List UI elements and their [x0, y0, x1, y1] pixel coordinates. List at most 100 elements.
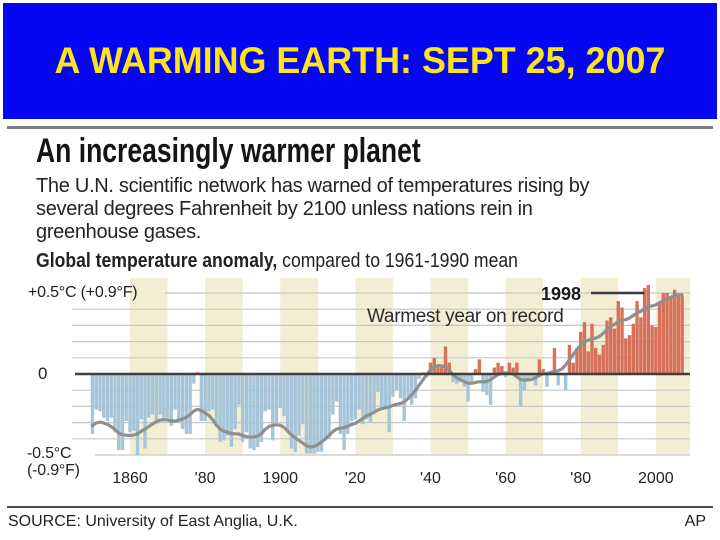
anomaly-bar	[511, 367, 515, 374]
anomaly-bar	[132, 374, 136, 431]
anomaly-bar	[229, 374, 234, 447]
anomaly-bar	[297, 374, 301, 436]
anomaly-bar	[304, 374, 309, 454]
anomaly-bar	[256, 374, 260, 447]
anomaly-bar	[579, 331, 583, 374]
anomaly-bar	[105, 374, 110, 421]
anomaly-bar	[120, 374, 125, 451]
anomaly-bar	[222, 374, 226, 441]
anomaly-bar	[387, 374, 391, 433]
anomaly-bar	[210, 374, 215, 410]
anomaly-bar	[657, 302, 662, 374]
anomaly-bar	[601, 344, 605, 374]
anomaly-bar	[500, 365, 504, 374]
anomaly-bar	[128, 374, 132, 433]
anomaly-bar	[394, 374, 399, 391]
anomaly-bar	[646, 284, 651, 374]
anomaly-bar	[214, 374, 219, 423]
anomaly-bar	[669, 296, 673, 374]
anomaly-bar	[323, 374, 328, 441]
anomaly-bar	[259, 374, 264, 443]
anomaly-bar	[117, 374, 121, 451]
anomaly-bar	[440, 367, 444, 374]
anomaly-bar	[477, 359, 482, 374]
anomaly-bar	[218, 374, 222, 443]
slide-title: A WARMING EARTH: SEPT 25, 2007	[54, 40, 666, 81]
anomaly-bar	[533, 374, 538, 386]
anomaly-bar	[286, 374, 290, 433]
annotation-1998: 1998	[541, 284, 582, 304]
anomaly-bar	[143, 374, 147, 449]
x-tick-label: 1900	[262, 470, 299, 487]
anomaly-bar	[184, 374, 189, 434]
anomaly-bar	[379, 374, 384, 409]
anomaly-bar	[342, 374, 346, 451]
anomaly-bar	[413, 374, 418, 399]
anomaly-bar	[609, 317, 613, 374]
anomaly-bar	[676, 294, 681, 374]
anomaly-bar	[515, 362, 519, 374]
graphic-body-text: The U.N. scientific network has warned o…	[36, 175, 590, 244]
anomaly-bar	[383, 374, 388, 407]
anomaly-bar	[642, 288, 647, 374]
y-axis-label-bottom-celsius: -0.5°C	[27, 445, 72, 462]
anomaly-bar	[571, 362, 575, 374]
anomaly-bar	[203, 374, 207, 421]
body-line-1: The U.N. scientific network has warned o…	[36, 175, 590, 197]
anomaly-bar	[594, 348, 598, 374]
anomaly-bar	[537, 359, 542, 374]
anomaly-bar	[349, 374, 354, 421]
decade-band	[355, 278, 393, 455]
anomaly-bar	[639, 317, 643, 374]
x-tick-label: '40	[420, 470, 441, 487]
anomaly-bar	[102, 374, 106, 418]
anomaly-bar	[372, 374, 376, 412]
anomaly-bar	[503, 374, 508, 378]
anomaly-bar	[492, 367, 497, 374]
y-axis-label-top: +0.5°C (+0.9°F)	[28, 284, 138, 301]
anomaly-bar	[346, 374, 350, 434]
anomaly-bar	[316, 374, 320, 452]
anomaly-bar	[451, 374, 455, 383]
anomaly-bar	[267, 374, 271, 410]
anomaly-bar	[496, 362, 500, 374]
annotation-warmest-year: Warmest year on record	[367, 306, 564, 327]
anomaly-bar	[556, 374, 560, 386]
anomaly-bar	[282, 374, 286, 417]
anomaly-bar	[485, 374, 489, 396]
anomaly-bar	[237, 374, 241, 405]
anomaly-bar	[353, 374, 358, 420]
anomaly-bar	[319, 374, 324, 452]
anomaly-bar	[545, 374, 549, 387]
anomaly-bar	[575, 348, 579, 374]
anomaly-bar	[541, 369, 545, 374]
x-tick-label: '20	[344, 470, 366, 487]
chart-title: Global temperature anomaly, compared to …	[36, 250, 518, 273]
anomaly-bar	[507, 362, 512, 374]
anomaly-bar	[661, 293, 666, 374]
x-tick-label: '60	[495, 470, 517, 487]
body-line-3: greenhouse gases.	[36, 221, 202, 243]
x-tick-label: 1860	[112, 470, 148, 487]
anomaly-bar	[406, 374, 410, 397]
anomaly-bar	[109, 374, 113, 418]
anomaly-bar	[624, 338, 628, 374]
anomaly-bar	[627, 335, 632, 374]
graphic-bottom-rule	[7, 506, 713, 508]
anomaly-bar	[368, 374, 373, 423]
anomaly-bar	[312, 374, 316, 454]
anomaly-bar	[582, 322, 587, 374]
decade-band	[505, 278, 544, 455]
anomaly-bar	[620, 307, 624, 374]
decade-band	[130, 278, 168, 455]
anomaly-bar	[180, 374, 185, 430]
anomaly-bar	[665, 293, 669, 374]
anomaly-bar	[165, 374, 170, 418]
ap-credit: AP	[684, 513, 706, 530]
anomaly-bar	[173, 374, 177, 410]
anomaly-bar	[94, 374, 98, 410]
anomaly-bar	[522, 374, 527, 391]
graphic-top-rule	[7, 126, 713, 129]
anomaly-bar	[331, 374, 335, 415]
anomaly-bar	[308, 374, 312, 454]
